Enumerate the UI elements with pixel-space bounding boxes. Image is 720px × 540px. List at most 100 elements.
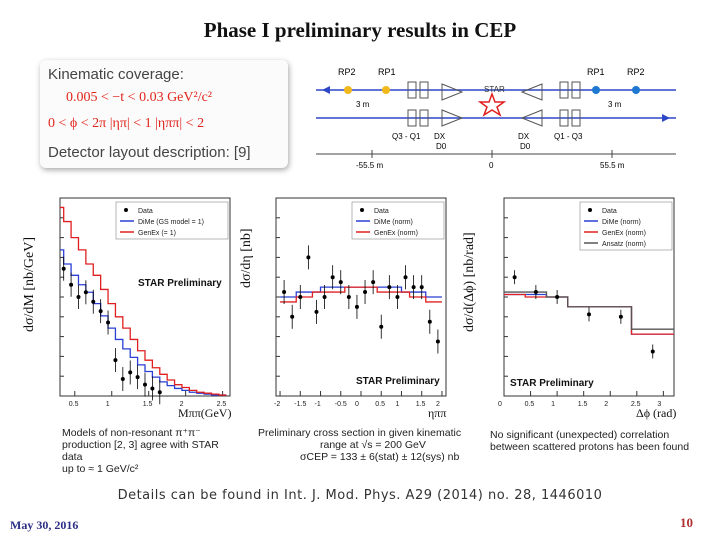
x-tick-label: 1: [106, 401, 110, 408]
data-point: [128, 370, 133, 375]
x-tick-label: 2: [604, 401, 608, 408]
legend: Data DiMe (GS model = 1) GenEx (= 1): [115, 201, 229, 240]
data-point: [435, 339, 440, 344]
q1q3-right-label: Q1 - Q3: [554, 132, 583, 141]
axis-tick-plus-55: 55.5 m: [600, 161, 625, 170]
data-point: [61, 266, 66, 271]
x-tick-label: -1.5: [294, 401, 306, 408]
data-point: [419, 285, 424, 290]
x-tick-label: 1.5: [143, 401, 153, 408]
legend: Data DiMe (norm) GenEx (norm): [351, 201, 445, 240]
rp1-right-marker: [592, 86, 600, 94]
data-point: [76, 295, 81, 299]
series-line-genex: [280, 286, 442, 303]
distance-left-label: 3 m: [356, 100, 370, 109]
data-point: [106, 320, 111, 325]
slide-date: May 30, 2016: [10, 518, 79, 532]
data-point: [533, 290, 538, 295]
legend-box: [115, 201, 229, 240]
data-point: [120, 377, 125, 382]
legend-data-marker: [360, 208, 364, 212]
data-point: [650, 349, 655, 354]
legend-label: GenEx (norm): [374, 230, 418, 237]
data-point: [403, 275, 408, 280]
delta-phi-distribution-chart: 0 0.5 1 1.5 2 2.5 3 Data DiMe (norm) GenEx (norm)…: [498, 197, 675, 408]
distance-right-label: 3 m: [608, 100, 622, 109]
data-point: [290, 314, 295, 319]
x-tick-label: 2.5: [217, 401, 227, 408]
panel1-xlabel: Mππ(GeV): [178, 406, 232, 420]
panel2-ylabel: dσ/dη [nb]: [239, 228, 254, 288]
kinematic-t-range: 0.005 < −t < 0.03 GeV²/c²: [66, 90, 213, 105]
data-point: [322, 295, 327, 299]
data-point: [157, 390, 162, 395]
rp2-right-label: RP2: [627, 67, 645, 77]
data-point: [387, 285, 392, 290]
data-point: [314, 309, 319, 314]
detector-layout-heading: Detector layout description: [9]: [48, 144, 251, 161]
x-tick-label: 0.5: [69, 401, 79, 408]
series-line-ansatz: [504, 291, 674, 330]
x-tick-label: 2: [180, 401, 184, 408]
data-point: [98, 309, 103, 314]
data-point: [512, 275, 517, 280]
x-tick-label: 1.5: [416, 401, 426, 408]
x-tick-label: 2: [436, 401, 440, 408]
star-label: STAR: [484, 85, 505, 94]
beam-arrow-left-icon: [322, 86, 330, 94]
legend-label: Data: [602, 208, 617, 215]
star-preliminary-label: STAR Preliminary: [138, 278, 222, 289]
data-point: [395, 295, 400, 299]
d0-right-label: D0: [520, 142, 531, 151]
detector-layout-diagram: RP2 RP1 RP1 RP2 STAR Q3 - Q1 DX D0 DX D0…: [316, 67, 676, 170]
legend-label: GenEx (norm): [602, 230, 646, 237]
panel3-ylabel: dσ/d(Δϕ) [nb/rad]: [462, 232, 477, 332]
legend-label: DiMe (norm): [602, 219, 641, 226]
data-point: [330, 275, 335, 280]
panel2-caption: Preliminary cross section in given kinem…: [258, 427, 462, 463]
x-tick-label: 2.5: [631, 401, 641, 408]
data-point: [346, 295, 351, 299]
legend-label: DiMe (norm): [374, 219, 413, 226]
d0-left-label: D0: [436, 142, 447, 151]
kinematic-phi-eta-range: 0 < ϕ < 2π |ηπ| < 1 |ηππ| < 2: [48, 116, 205, 131]
data-point: [135, 375, 140, 380]
rp1-right-label: RP1: [587, 67, 605, 77]
beam-arrow-right-icon: [662, 114, 670, 122]
x-tick-label: 0: [498, 401, 502, 408]
slide-title: Phase I preliminary results in CEP: [203, 18, 517, 42]
legend-label: DiMe (GS model = 1): [138, 219, 204, 226]
data-point: [411, 285, 416, 290]
x-tick-label: -1: [315, 401, 321, 408]
mass-distribution-chart: 0.5 1 1.5 2 2.5 Data DiMe (GS model = 1) GenEx …: [59, 197, 231, 408]
axis-tick-minus-55: -55.5 m: [356, 161, 383, 170]
x-tick-label: -2: [274, 401, 280, 408]
kinematic-heading: Kinematic coverage:: [48, 66, 184, 83]
data-point: [555, 295, 560, 299]
data-point: [298, 295, 303, 299]
data-point: [427, 319, 432, 324]
x-tick-label: 3: [657, 401, 661, 408]
data-point: [83, 290, 88, 295]
data-point: [618, 314, 623, 319]
dx-right-label: DX: [518, 132, 530, 141]
data-point: [69, 282, 74, 287]
star-preliminary-label: STAR Preliminary: [510, 378, 594, 389]
eta-distribution-chart: -2 -1.5 -1 -0.5 0 0.5 1 1.5 2 Data DiMe (norm) GenE…: [274, 197, 447, 408]
x-tick-label: 0: [355, 401, 359, 408]
panel1-ylabel: dσ/dM [nb/GeV]: [22, 236, 37, 332]
star-icon: [477, 91, 507, 117]
kinematic-coverage-box: Kinematic coverage: 0.005 < −t < 0.03 Ge…: [40, 60, 288, 168]
legend-label: Data: [374, 208, 389, 215]
data-point: [143, 382, 147, 387]
data-point: [371, 280, 376, 285]
star-preliminary-label: STAR Preliminary: [356, 376, 440, 387]
x-tick-label: -0.5: [335, 401, 347, 408]
data-point: [363, 290, 368, 295]
data-point: [282, 290, 287, 295]
panel3-xlabel: Δϕ (rad): [636, 406, 677, 420]
series-line-genex: [60, 206, 227, 396]
data-point: [379, 324, 384, 329]
legend-box: [579, 201, 673, 251]
dx-left-label: DX: [434, 132, 446, 141]
